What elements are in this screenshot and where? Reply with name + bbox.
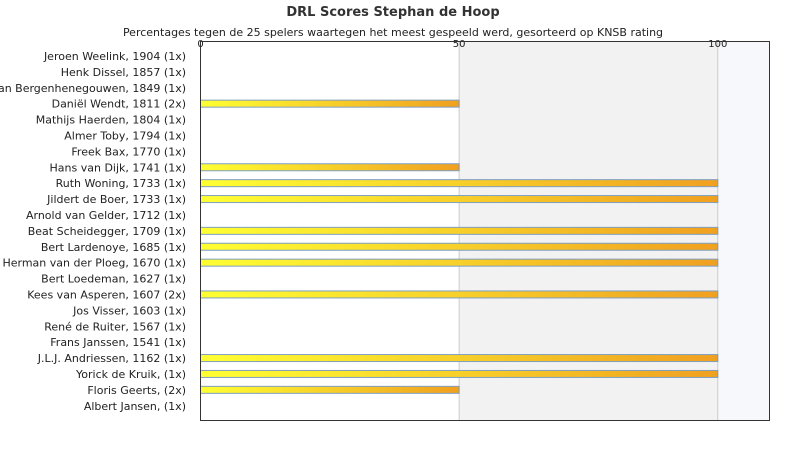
y-category-label: Albert Jansen, (1x) xyxy=(84,400,186,413)
y-category-label: Kees van Asperen, 1607 (2x) xyxy=(27,288,186,301)
y-axis-labels: Jeroen Weelink, 1904 (1x) Henk Dissel, 18… xyxy=(0,50,186,413)
y-category-label: Arnold van Gelder, 1712 (1x) xyxy=(26,209,186,222)
bar xyxy=(200,354,719,363)
bar xyxy=(200,369,719,378)
y-category-label: Mathijs Haerden, 1804 (1x) xyxy=(36,114,186,127)
y-category-label: Frans Janssen, 1541 (1x) xyxy=(50,336,186,349)
y-category-label: Floris Geerts, (2x) xyxy=(87,384,186,397)
bar xyxy=(200,258,719,267)
bar xyxy=(200,226,719,235)
y-category-label: Bert Lardenoye, 1685 (1x) xyxy=(41,241,186,254)
bar xyxy=(200,385,460,394)
y-category-label: van Bergenhenegouwen, 1849 (1x) xyxy=(0,82,186,95)
bar xyxy=(200,195,719,204)
bar xyxy=(200,179,719,188)
bar xyxy=(200,290,719,299)
chart-subtitle: Percentages tegen de 25 spelers waartege… xyxy=(123,26,663,39)
y-category-label: Jildert de Boer, 1733 (1x) xyxy=(46,193,186,206)
plot-border xyxy=(200,41,770,421)
bar xyxy=(200,163,460,172)
y-category-label: Jeroen Weelink, 1904 (1x) xyxy=(43,50,186,63)
x-tick-label: 50 xyxy=(453,39,466,50)
y-category-label: René de Ruiter, 1567 (1x) xyxy=(44,320,186,333)
y-category-label: Almer Toby, 1794 (1x) xyxy=(64,129,186,142)
x-tick-label: 100 xyxy=(708,39,727,50)
y-category-label: Jos Visser, 1603 (1x) xyxy=(72,304,186,317)
y-category-label: Herman van der Ploeg, 1670 (1x) xyxy=(2,257,186,270)
y-category-label: Beat Scheidegger, 1709 (1x) xyxy=(28,225,186,238)
y-category-label: Hans van Dijk, 1741 (1x) xyxy=(50,161,186,174)
chart-title: DRL Scores Stephan de Hoop xyxy=(286,5,499,20)
y-category-label: Freek Bax, 1770 (1x) xyxy=(71,145,186,158)
bar xyxy=(200,99,460,108)
y-category-label: Henk Dissel, 1857 (1x) xyxy=(61,66,186,79)
y-category-label: Bert Loedeman, 1627 (1x) xyxy=(41,273,186,286)
y-category-label: Daniël Wendt, 1811 (2x) xyxy=(52,98,186,111)
plot-band xyxy=(717,41,770,421)
y-category-label: Ruth Woning, 1733 (1x) xyxy=(56,177,186,190)
y-category-label: Yorick de Kruik, (1x) xyxy=(75,368,186,381)
bar xyxy=(200,242,719,251)
y-category-label: J.L.J. Andriessen, 1162 (1x) xyxy=(37,352,186,365)
